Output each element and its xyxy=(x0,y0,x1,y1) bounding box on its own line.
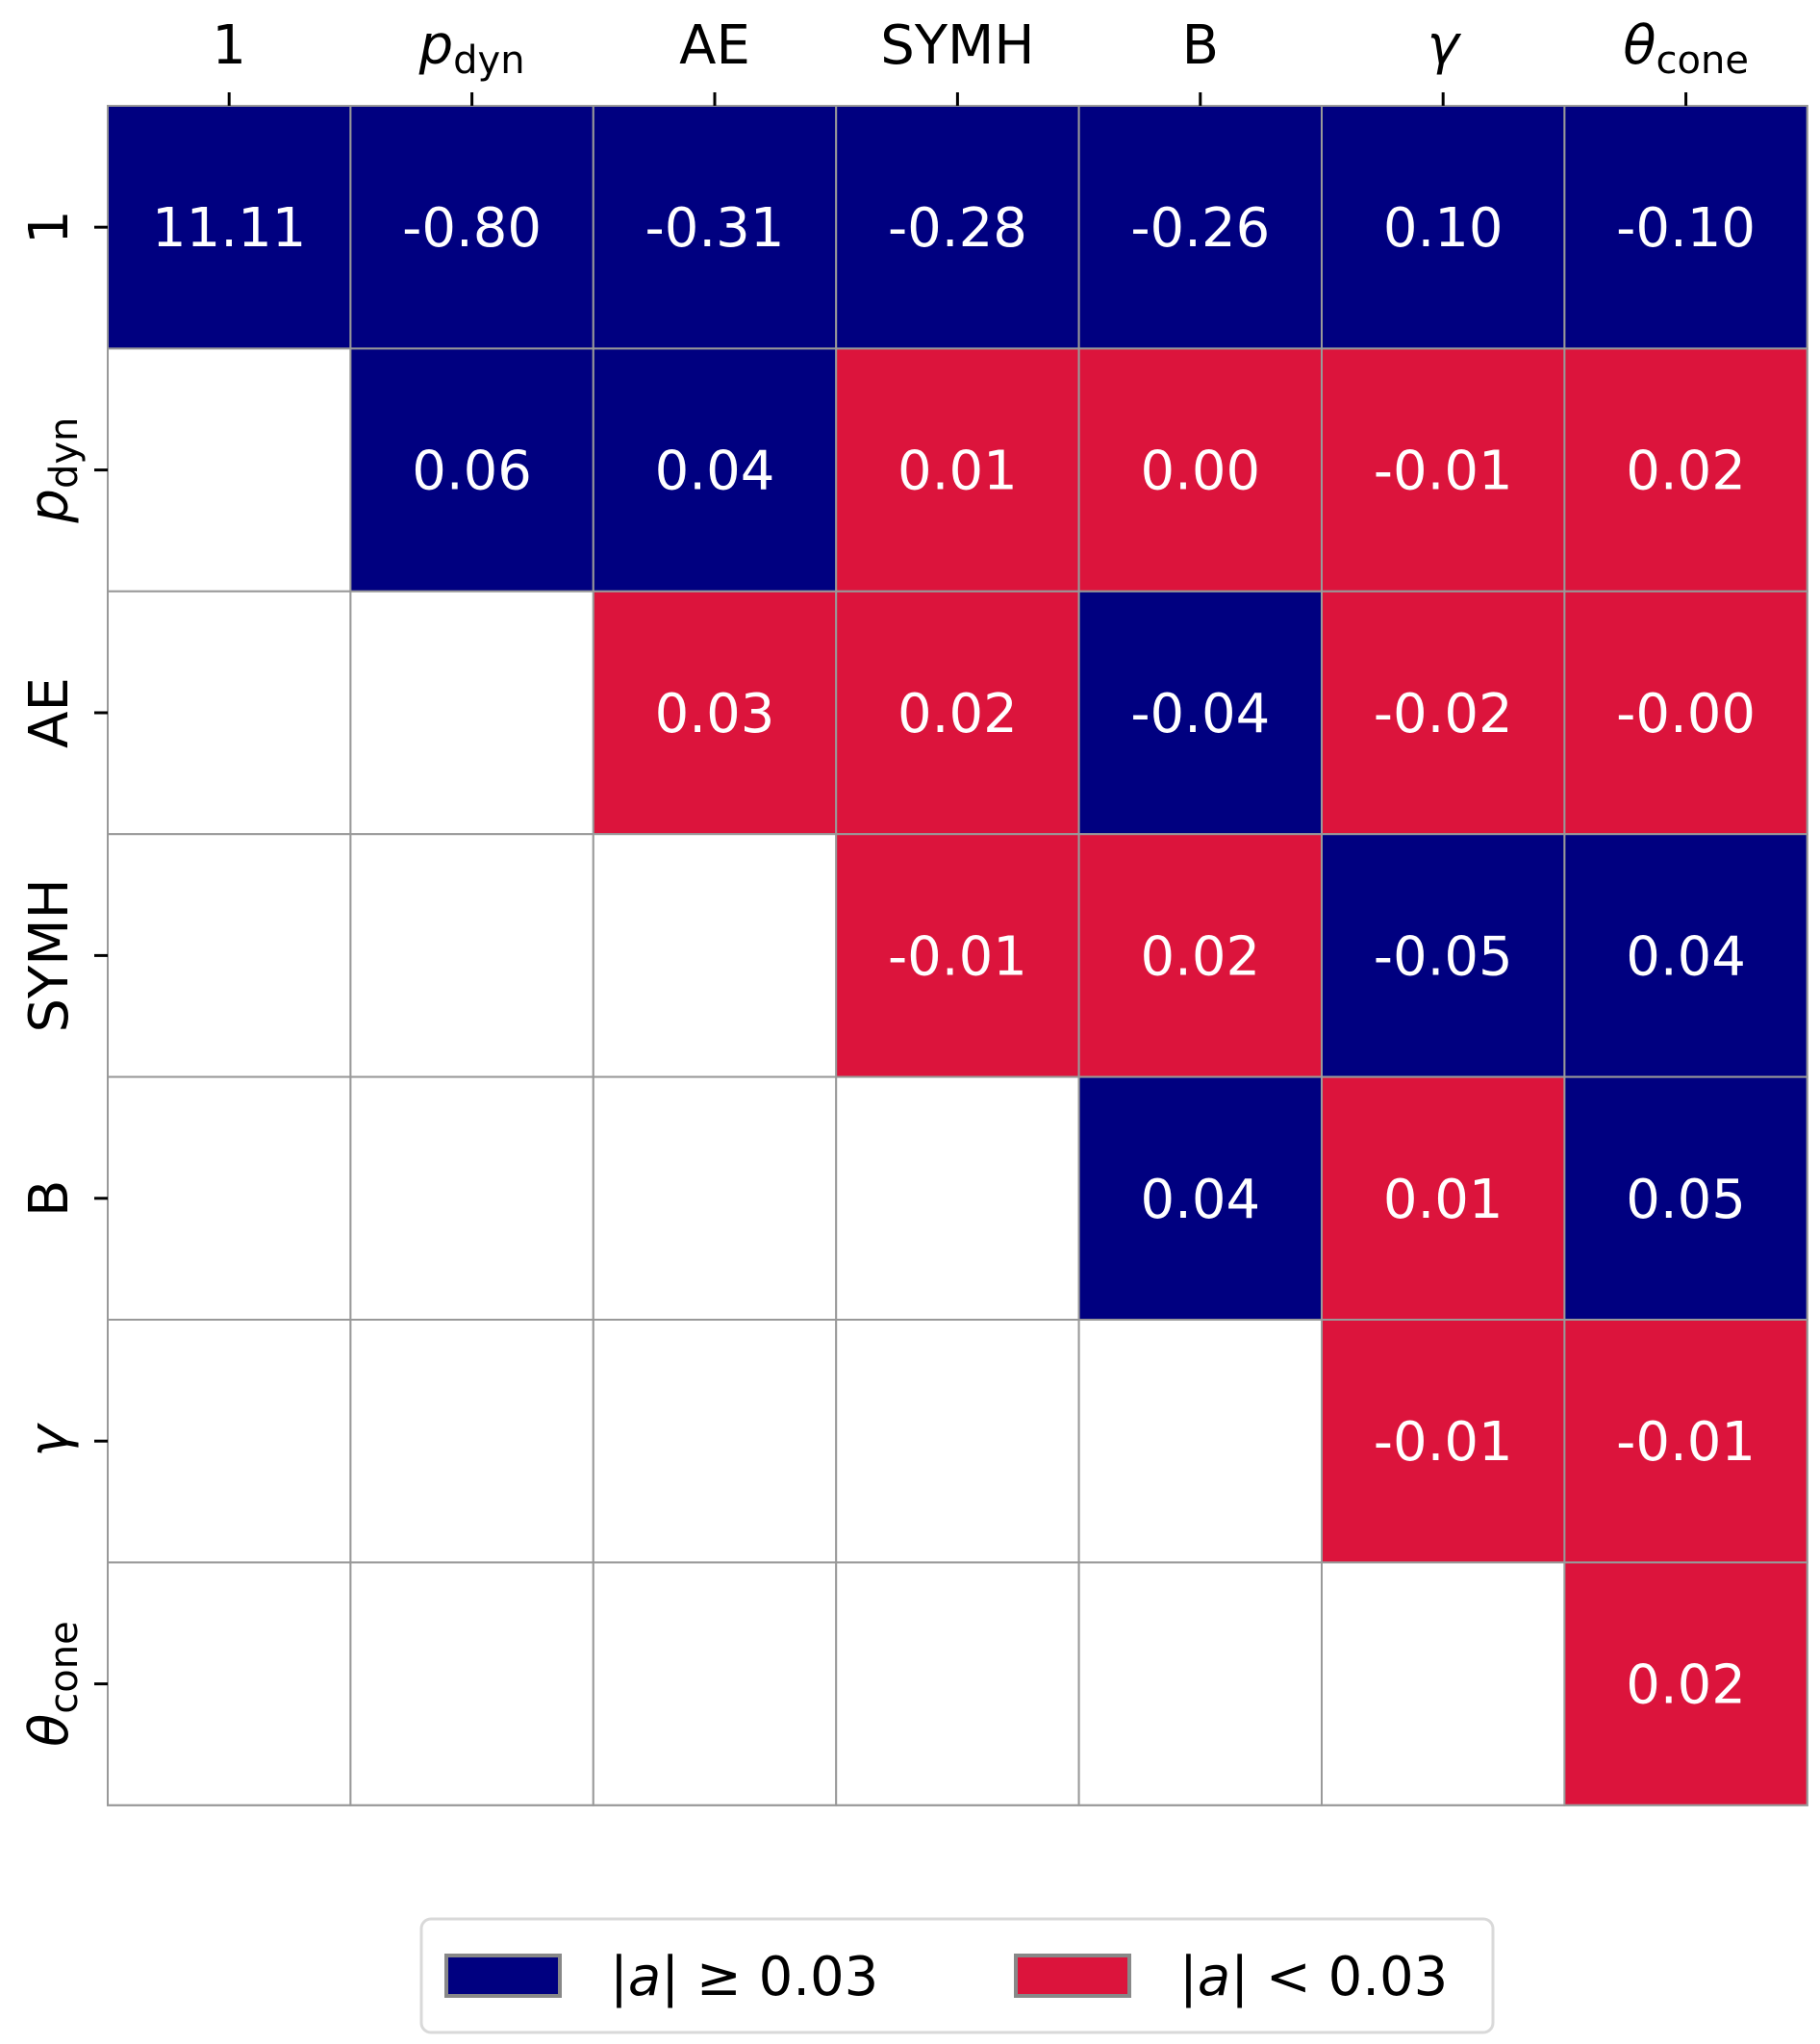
heatmap-cell-r5-c3 xyxy=(835,1319,1080,1564)
x-tick-label: θcone xyxy=(1623,14,1749,83)
heatmap-cell-r0-c4 xyxy=(1077,105,1323,350)
heatmap-cell-r6-c1 xyxy=(349,1561,594,1806)
cell-value-label: 0.00 xyxy=(1140,441,1260,503)
cell-value-label: 0.02 xyxy=(1140,925,1260,988)
cell-value-label: 0.04 xyxy=(1140,1169,1260,1231)
heatmap-cell-r1-c0 xyxy=(107,347,352,593)
heatmap-cell-r2-c5 xyxy=(1321,590,1566,836)
cell-value-label: 0.04 xyxy=(655,441,775,503)
heatmap-cell-r3-c3 xyxy=(835,833,1080,1078)
x-tick-label: pdyn xyxy=(418,14,525,83)
cell-value-label: -0.01 xyxy=(1616,1411,1756,1474)
cell-value-label: 0.02 xyxy=(897,683,1018,745)
heatmap-cell-r5-c2 xyxy=(592,1319,838,1564)
y-tick-label: 1 xyxy=(18,210,81,244)
cell-value-label: 0.10 xyxy=(1383,197,1504,260)
heatmap-cell-r4-c6 xyxy=(1563,1075,1808,1321)
cell-value-label: -0.04 xyxy=(1130,683,1270,745)
heatmap-cell-r6-c6 xyxy=(1563,1561,1808,1806)
cell-value-label: -0.26 xyxy=(1130,197,1270,260)
heatmap-cell-r3-c1 xyxy=(349,833,594,1078)
x-tick-label: AE xyxy=(679,14,750,77)
x-tick-label: 1 xyxy=(212,14,246,77)
cell-value-label: 0.02 xyxy=(1626,441,1746,503)
cell-value-label: -0.28 xyxy=(888,197,1027,260)
x-tick-label: SYMH xyxy=(880,14,1034,77)
x-tick-label: B xyxy=(1182,14,1219,77)
cell-value-label: 0.06 xyxy=(412,441,532,503)
heatmap-cell-r2-c6 xyxy=(1563,590,1808,836)
cell-value-label: 11.11 xyxy=(152,197,306,260)
x-tick-label: γ xyxy=(1428,14,1462,77)
heatmap-cells xyxy=(107,105,1808,1806)
heatmap-cell-r0-c3 xyxy=(835,105,1080,350)
y-axis-ticks: 1 pdyn AE SYMH Bγ θcone xyxy=(18,210,108,1747)
cell-value-label: 0.04 xyxy=(1626,925,1746,988)
heatmap-cell-r3-c0 xyxy=(107,833,352,1078)
heatmap-cell-r5-c6 xyxy=(1563,1319,1808,1564)
heatmap-cell-r6-c5 xyxy=(1321,1561,1566,1806)
heatmap-cell-labels: 11.11 -0.80 -0.31 -0.28 -0.26 0.10 -0.10 0.06 0.… xyxy=(152,197,1756,1716)
heatmap-cell-r2-c3 xyxy=(835,590,1080,836)
heatmap-cell-r4-c2 xyxy=(592,1075,838,1321)
y-tick-label: B xyxy=(18,1180,81,1217)
legend-swatch-low xyxy=(1014,1954,1131,1998)
legend-box xyxy=(419,1917,1495,2034)
heatmap-cell-r4-c1 xyxy=(349,1075,594,1321)
heatmap-cell-r0-c1 xyxy=(349,105,594,350)
heatmap-cell-r3-c5 xyxy=(1321,833,1566,1078)
heatmap-cell-r5-c0 xyxy=(107,1319,352,1564)
heatmap-cell-r3-c2 xyxy=(592,833,838,1078)
cell-value-label: -0.00 xyxy=(1616,683,1756,745)
y-tick-label: θcone xyxy=(18,1621,87,1747)
cell-value-label: -0.01 xyxy=(888,925,1027,988)
cell-value-label: 0.03 xyxy=(655,683,775,745)
heatmap-cell-r0-c5 xyxy=(1321,105,1566,350)
heatmap-cell-r2-c4 xyxy=(1077,590,1323,836)
heatmap-cell-r1-c5 xyxy=(1321,347,1566,593)
heatmap-cell-r4-c3 xyxy=(835,1075,1080,1321)
cell-value-label: -0.01 xyxy=(1374,1411,1513,1474)
heatmap-cell-r2-c0 xyxy=(107,590,352,836)
cell-value-label: -0.05 xyxy=(1374,925,1513,988)
heatmap-cell-r2-c2 xyxy=(592,590,838,836)
y-tick-label: AE xyxy=(18,677,81,748)
legend-label-low: |a| < 0.03 xyxy=(1179,1946,1448,2008)
cell-value-label: -0.31 xyxy=(645,197,785,260)
legend-label-high: |a| ≥ 0.03 xyxy=(610,1946,878,2008)
heatmap-cell-r6-c3 xyxy=(835,1561,1080,1806)
heatmap-cell-r1-c6 xyxy=(1563,347,1808,593)
heatmap-cell-r3-c6 xyxy=(1563,833,1808,1078)
legend: |a| ≥ 0.03 |a| < 0.03 xyxy=(419,1917,1495,2034)
cell-value-label: 0.02 xyxy=(1626,1654,1746,1717)
y-tick-label: pdyn xyxy=(18,417,87,524)
heatmap-cell-r6-c0 xyxy=(107,1561,352,1806)
cell-value-label: -0.01 xyxy=(1374,441,1513,503)
cell-value-label: -0.80 xyxy=(402,197,542,260)
y-tick-label: γ xyxy=(18,1423,81,1457)
legend-swatch-high xyxy=(444,1954,562,1998)
cell-value-label: 0.01 xyxy=(1383,1169,1504,1231)
cell-value-label: -0.10 xyxy=(1616,197,1756,260)
heatmap-cell-r0-c0 xyxy=(107,105,352,350)
heatmap-cell-r6-c4 xyxy=(1077,1561,1323,1806)
heatmap-cell-r5-c4 xyxy=(1077,1319,1323,1564)
heatmap-cell-r2-c1 xyxy=(349,590,594,836)
cell-value-label: -0.02 xyxy=(1374,683,1513,745)
y-tick-label: SYMH xyxy=(18,878,81,1032)
cell-value-label: 0.01 xyxy=(897,441,1018,503)
heatmap-cell-r5-c1 xyxy=(349,1319,594,1564)
heatmap-cell-r4-c0 xyxy=(107,1075,352,1321)
heatmap-cell-r1-c2 xyxy=(592,347,838,593)
heatmap-cell-r1-c4 xyxy=(1077,347,1323,593)
heatmap-cell-r6-c2 xyxy=(592,1561,838,1806)
cell-value-label: 0.05 xyxy=(1626,1169,1746,1231)
